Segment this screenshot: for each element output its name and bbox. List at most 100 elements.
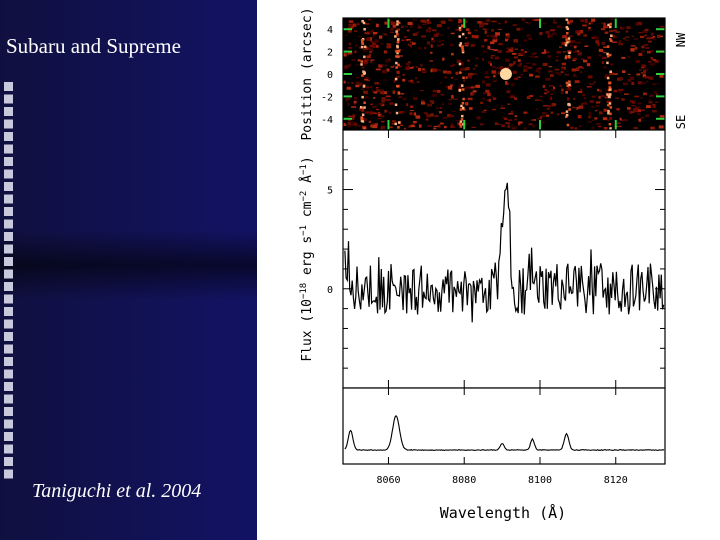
noise-pixel bbox=[430, 51, 433, 54]
noise-pixel bbox=[375, 44, 379, 48]
sky-streak-pixel bbox=[607, 104, 610, 107]
noise-pixel bbox=[603, 46, 608, 48]
noise-pixel bbox=[371, 89, 375, 93]
noise-pixel bbox=[658, 125, 664, 129]
x-tick-label: 8060 bbox=[376, 475, 400, 486]
noise-pixel bbox=[417, 24, 421, 26]
noise-pixel bbox=[541, 52, 547, 54]
bullet-column bbox=[4, 82, 13, 479]
noise-pixel bbox=[504, 66, 507, 69]
noise-pixel bbox=[542, 23, 547, 25]
noise-pixel bbox=[567, 86, 571, 89]
noise-pixel bbox=[493, 49, 498, 52]
noise-pixel bbox=[606, 119, 610, 122]
noise-pixel bbox=[600, 94, 605, 97]
noise-pixel bbox=[512, 70, 517, 74]
noise-pixel bbox=[384, 64, 388, 67]
noise-pixel bbox=[493, 97, 497, 100]
noise-pixel bbox=[580, 88, 583, 92]
noise-pixel bbox=[501, 116, 505, 118]
noise-pixel bbox=[523, 68, 528, 72]
noise-pixel bbox=[358, 46, 363, 49]
noise-pixel bbox=[375, 68, 381, 71]
noise-pixel bbox=[578, 105, 584, 109]
spectrum-frame bbox=[342, 129, 666, 389]
noise-pixel bbox=[405, 66, 410, 70]
noise-pixel bbox=[407, 64, 410, 67]
noise-pixel bbox=[386, 43, 390, 46]
sky-streak-pixel bbox=[606, 52, 609, 56]
noise-pixel bbox=[579, 30, 584, 34]
noise-pixel bbox=[612, 41, 617, 43]
noise-pixel bbox=[623, 119, 627, 121]
sky-streak-pixel bbox=[361, 95, 364, 99]
noise-pixel bbox=[427, 124, 432, 128]
bullet-square bbox=[4, 469, 13, 479]
noise-pixel bbox=[631, 100, 636, 104]
noise-pixel bbox=[490, 34, 496, 37]
sky-streak-pixel bbox=[566, 41, 569, 44]
noise-pixel bbox=[507, 119, 513, 122]
sky-streak-pixel bbox=[462, 97, 465, 101]
noise-pixel bbox=[408, 125, 411, 128]
noise-pixel bbox=[413, 96, 418, 101]
noise-pixel bbox=[355, 124, 361, 127]
image-ylabel: Position (arcsec) bbox=[300, 7, 315, 140]
noise-pixel bbox=[545, 30, 550, 34]
noise-pixel bbox=[491, 66, 496, 69]
noise-pixel bbox=[430, 69, 433, 73]
noise-pixel bbox=[516, 76, 520, 78]
noise-pixel bbox=[574, 80, 580, 84]
noise-pixel bbox=[566, 97, 570, 101]
noise-pixel bbox=[602, 56, 607, 59]
noise-pixel bbox=[497, 50, 503, 53]
sky-streak-pixel bbox=[566, 123, 570, 127]
noise-pixel bbox=[375, 89, 381, 93]
noise-pixel bbox=[646, 37, 651, 40]
noise-pixel bbox=[548, 66, 553, 68]
noise-pixel bbox=[512, 53, 517, 55]
noise-pixel bbox=[383, 50, 387, 54]
noise-pixel bbox=[650, 36, 654, 39]
noise-pixel bbox=[630, 111, 635, 113]
noise-pixel bbox=[539, 99, 543, 101]
noise-pixel bbox=[465, 37, 468, 39]
noise-pixel bbox=[367, 18, 372, 21]
noise-pixel bbox=[371, 112, 376, 114]
bullet-square bbox=[4, 94, 13, 104]
noise-pixel bbox=[447, 18, 453, 22]
noise-pixel bbox=[505, 81, 508, 85]
noise-pixel bbox=[513, 78, 519, 80]
noise-pixel bbox=[389, 126, 393, 129]
noise-pixel bbox=[539, 32, 543, 36]
noise-pixel bbox=[365, 23, 370, 25]
noise-pixel bbox=[432, 89, 437, 93]
noise-pixel bbox=[519, 62, 522, 66]
sky-streak-pixel bbox=[461, 32, 465, 36]
bullet-square bbox=[4, 182, 13, 191]
noise-pixel bbox=[381, 97, 386, 100]
noise-pixel bbox=[595, 36, 600, 40]
noise-pixel bbox=[410, 82, 415, 84]
noise-pixel bbox=[497, 28, 503, 30]
x-tick-label: 8100 bbox=[528, 475, 552, 486]
noise-pixel bbox=[409, 110, 414, 112]
sky-streak-pixel bbox=[567, 37, 571, 40]
noise-pixel bbox=[409, 24, 414, 28]
sky-streak-pixel bbox=[363, 71, 366, 75]
noise-pixel bbox=[523, 65, 528, 69]
sky-streak-pixel bbox=[564, 43, 568, 47]
noise-pixel bbox=[441, 103, 444, 106]
noise-pixel bbox=[468, 72, 473, 76]
bullet-square bbox=[4, 157, 13, 166]
noise-pixel bbox=[390, 66, 394, 68]
noise-pixel bbox=[431, 37, 434, 41]
noise-pixel bbox=[451, 110, 456, 112]
noise-pixel bbox=[473, 35, 479, 39]
noise-pixel bbox=[352, 117, 355, 120]
sky-streak-pixel bbox=[394, 77, 398, 81]
sky-streak-pixel bbox=[564, 56, 568, 60]
noise-pixel bbox=[602, 52, 607, 54]
noise-pixel bbox=[539, 95, 543, 97]
noise-pixel bbox=[396, 75, 401, 78]
